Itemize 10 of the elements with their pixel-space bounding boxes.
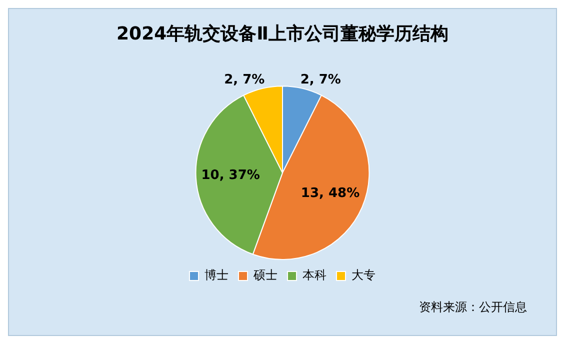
- legend-label: 博士: [204, 268, 228, 282]
- legend-label: 本科: [302, 268, 326, 282]
- data-label: 2, 7%: [300, 72, 341, 88]
- legend-label: 硕士: [252, 268, 278, 282]
- data-label: 2, 7%: [224, 72, 265, 88]
- legend-label: 大专: [352, 268, 376, 282]
- data-label: 13, 48%: [300, 186, 360, 201]
- chart-title: 2024年轨交设备Ⅱ上市公司董秘学历结构: [116, 23, 448, 44]
- data-label: 10, 37%: [201, 168, 260, 184]
- text: 资料来源：公开信息: [419, 300, 527, 314]
